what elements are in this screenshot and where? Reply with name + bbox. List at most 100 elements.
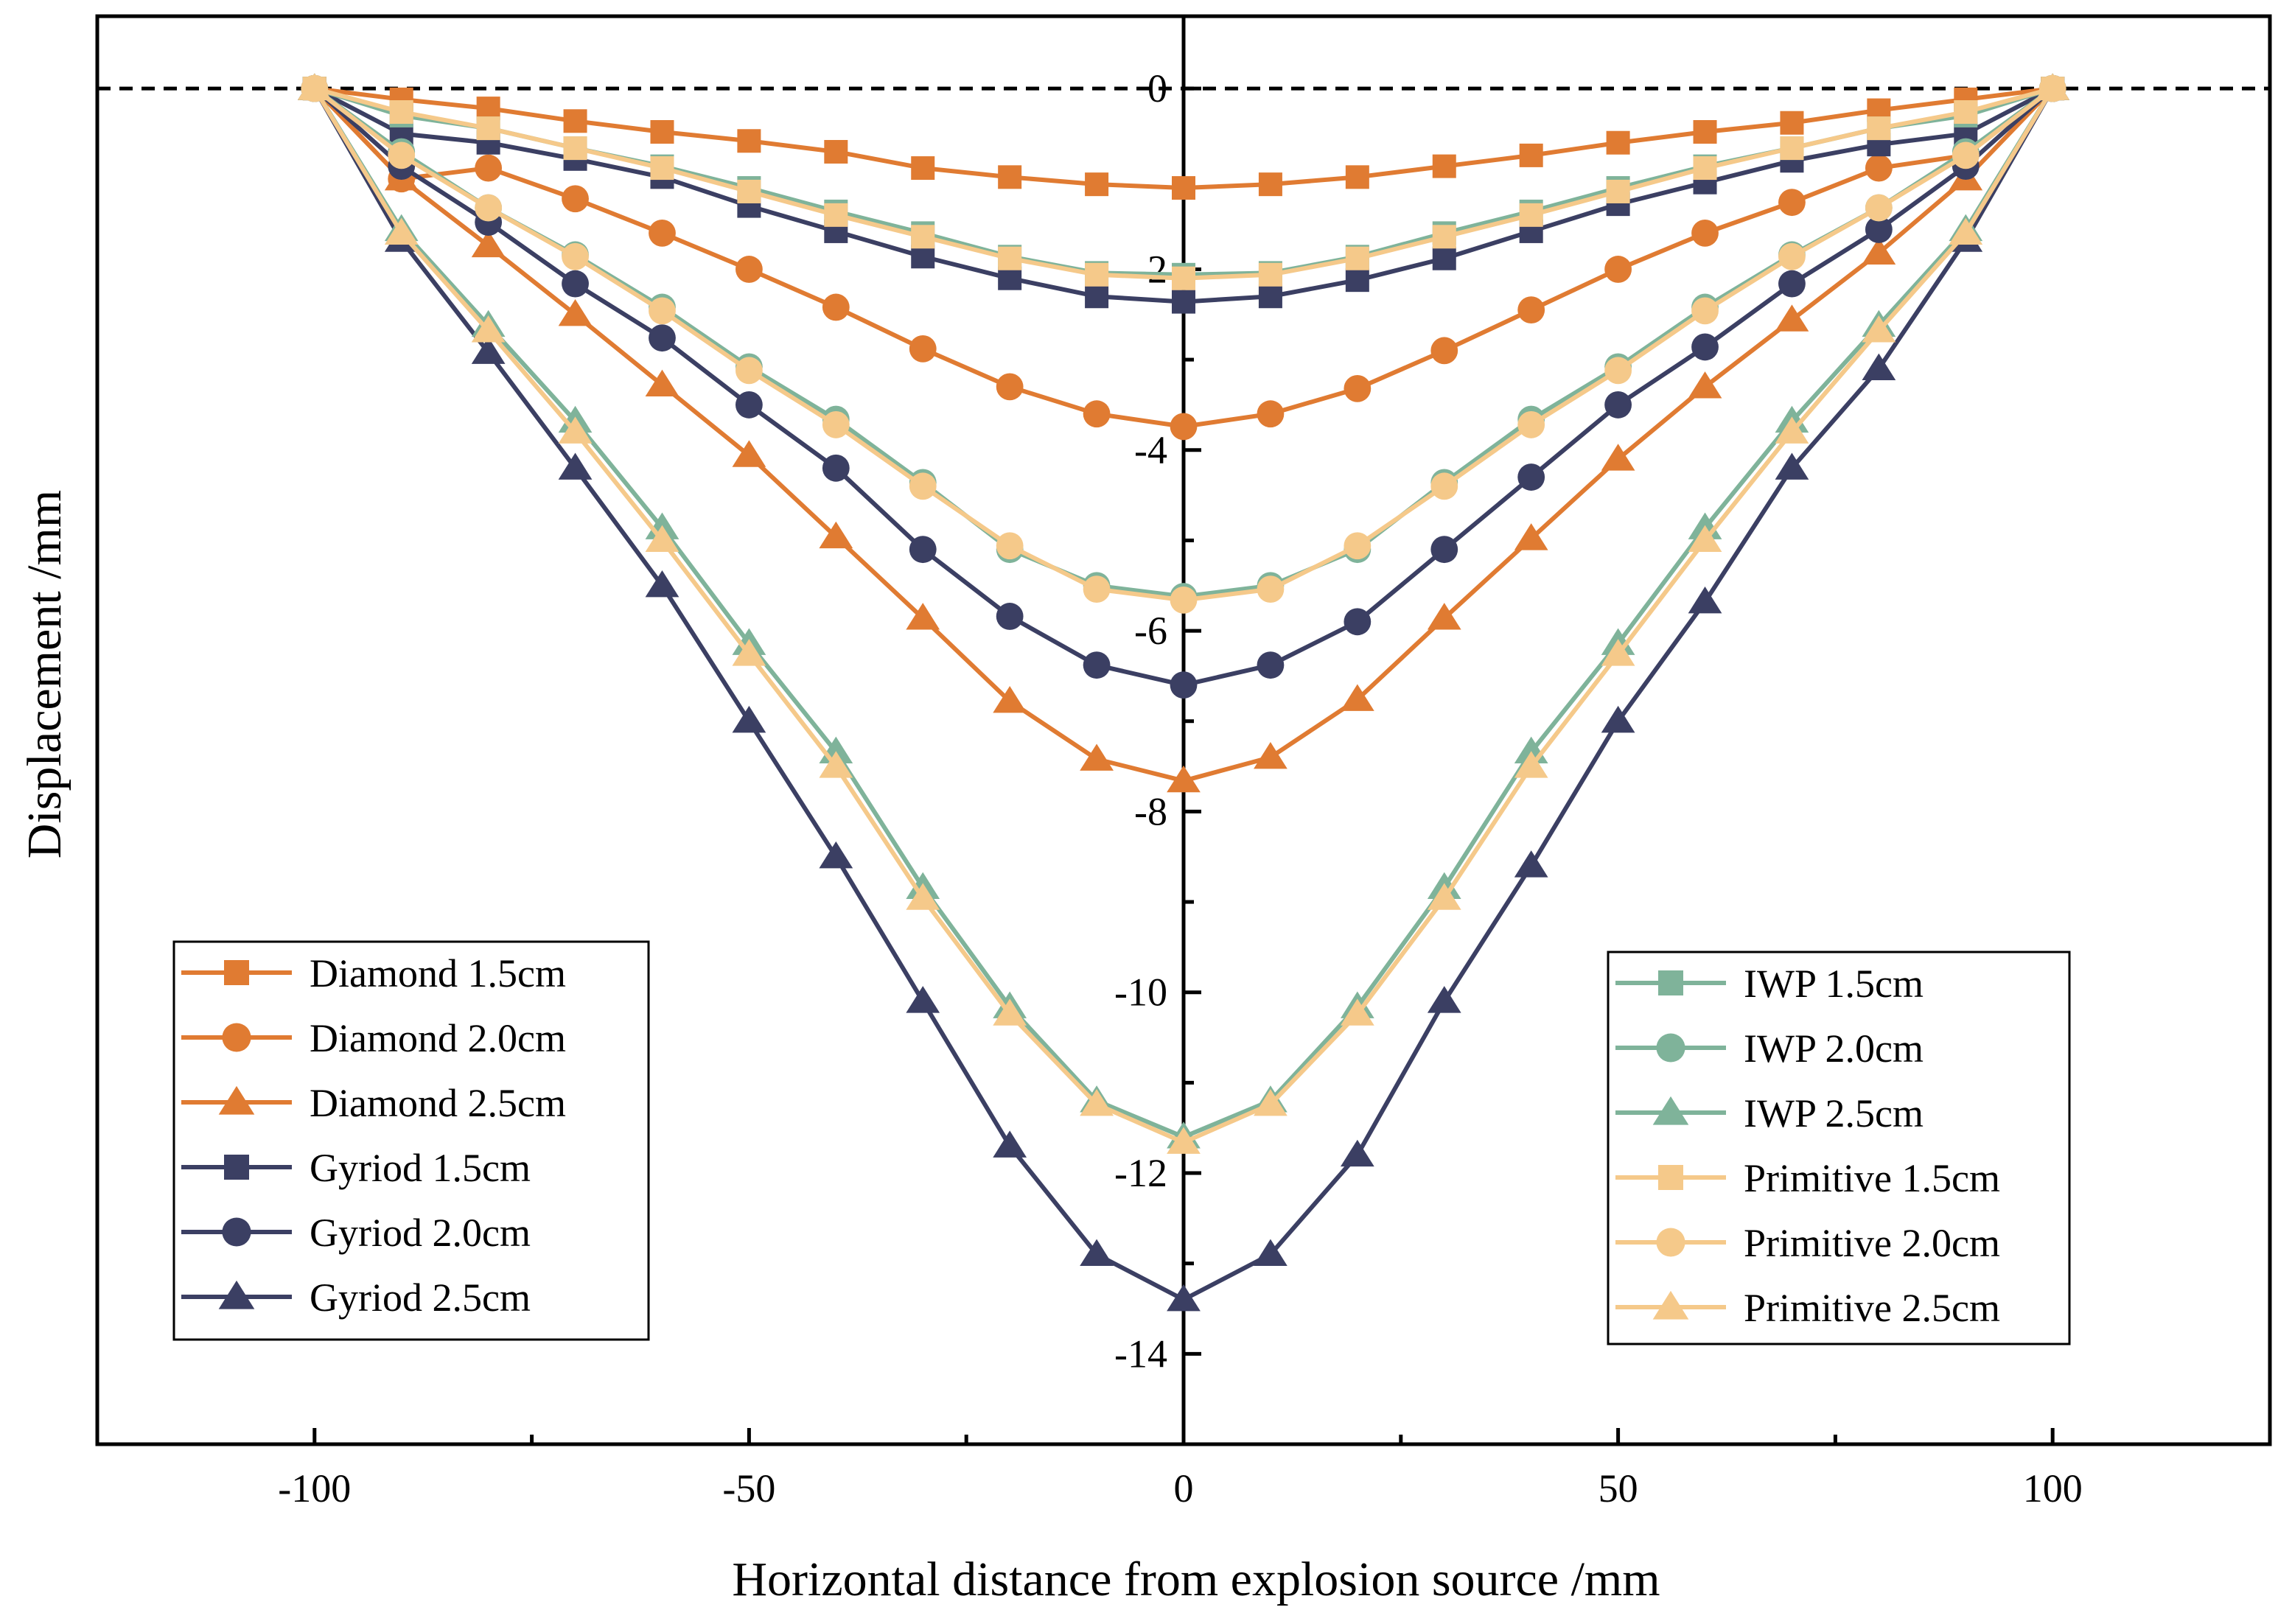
data-point bbox=[1172, 266, 1195, 290]
data-point bbox=[1604, 256, 1632, 283]
data-point bbox=[1257, 400, 1285, 428]
data-point bbox=[1688, 587, 1722, 614]
legend-label: IWP 2.5cm bbox=[1744, 1091, 1924, 1135]
data-point bbox=[1167, 1284, 1201, 1312]
data-point bbox=[1432, 225, 1456, 249]
data-point bbox=[1345, 268, 1369, 293]
data-point bbox=[1083, 651, 1111, 679]
legend-label: Diamond 1.5cm bbox=[310, 951, 566, 995]
data-point bbox=[1085, 172, 1109, 197]
data-point bbox=[1517, 296, 1545, 324]
data-point bbox=[1430, 337, 1458, 365]
legend-marker bbox=[1656, 1033, 1685, 1063]
data-point bbox=[1604, 357, 1632, 385]
data-point bbox=[1952, 141, 1980, 169]
data-point bbox=[1865, 194, 1893, 222]
legend-item: IWP 2.5cm bbox=[1615, 1091, 1924, 1135]
data-point bbox=[1949, 217, 1983, 245]
data-point bbox=[1340, 684, 1374, 711]
data-point bbox=[475, 194, 503, 222]
data-point bbox=[1688, 371, 1722, 399]
data-point bbox=[389, 100, 413, 125]
data-point bbox=[911, 245, 935, 269]
data-point bbox=[906, 603, 940, 630]
legend-label: Primitive 2.0cm bbox=[1744, 1221, 2000, 1265]
legend-item: IWP 1.5cm bbox=[1615, 962, 1924, 1006]
data-point bbox=[1080, 1239, 1114, 1267]
data-point bbox=[1080, 1089, 1114, 1116]
data-point bbox=[297, 73, 332, 100]
data-point bbox=[1167, 1127, 1201, 1154]
legend-label: Diamond 2.5cm bbox=[310, 1081, 566, 1125]
data-point bbox=[1344, 374, 1372, 402]
data-point bbox=[1345, 246, 1369, 270]
data-point bbox=[1167, 765, 1201, 793]
legend-label: IWP 1.5cm bbox=[1744, 962, 1924, 1006]
data-point bbox=[732, 705, 766, 733]
legend-item: Primitive 2.0cm bbox=[1615, 1221, 2000, 1265]
data-point bbox=[1601, 639, 1635, 666]
data-point bbox=[1085, 262, 1109, 287]
data-point bbox=[737, 129, 761, 153]
data-point bbox=[558, 298, 593, 326]
data-point bbox=[906, 986, 940, 1013]
data-point bbox=[1519, 203, 1543, 227]
data-point bbox=[471, 230, 506, 258]
data-point bbox=[1517, 463, 1545, 491]
legend-marker bbox=[222, 1023, 251, 1052]
legend-marker bbox=[222, 1217, 251, 1247]
data-point bbox=[1691, 219, 1719, 247]
data-point bbox=[1430, 536, 1458, 564]
data-point bbox=[1867, 116, 1891, 141]
data-point bbox=[1172, 176, 1195, 200]
legend-marker bbox=[1658, 970, 1683, 995]
series-diamond-2-5cm bbox=[297, 73, 2070, 793]
data-point bbox=[1432, 154, 1456, 178]
data-point bbox=[1427, 603, 1461, 630]
data-point bbox=[996, 373, 1024, 401]
data-point bbox=[645, 369, 679, 397]
data-point bbox=[911, 156, 935, 181]
data-point bbox=[998, 246, 1022, 270]
series-primitive-2-5cm bbox=[297, 73, 2070, 1154]
legend-label: Gyriod 1.5cm bbox=[310, 1146, 531, 1190]
data-point bbox=[1780, 136, 1804, 161]
legend-right: IWP 1.5cm IWP 2.0cm IWP 2.5cm Primitive 1.5… bbox=[1607, 951, 2071, 1345]
data-point bbox=[732, 440, 766, 467]
data-point bbox=[1083, 400, 1111, 428]
y-tick-label: 0 bbox=[1147, 66, 1167, 111]
data-point bbox=[1517, 411, 1545, 438]
legend-label: Gyriod 2.5cm bbox=[310, 1275, 531, 1320]
legend-marker bbox=[224, 1155, 249, 1180]
data-point bbox=[1691, 333, 1719, 361]
data-point bbox=[645, 570, 679, 598]
data-point bbox=[650, 156, 674, 181]
legend-item: IWP 2.0cm bbox=[1615, 1026, 1924, 1071]
legend-label: Primitive 1.5cm bbox=[1744, 1156, 2000, 1200]
data-point bbox=[1254, 741, 1287, 769]
data-point bbox=[1080, 743, 1114, 771]
legend-marker bbox=[218, 1085, 255, 1115]
data-point bbox=[1862, 315, 1896, 343]
data-point bbox=[1514, 850, 1548, 878]
data-point bbox=[649, 297, 676, 325]
data-point bbox=[1254, 1239, 1287, 1267]
data-point bbox=[909, 335, 937, 363]
data-point bbox=[998, 266, 1022, 290]
data-point bbox=[909, 472, 937, 500]
data-point bbox=[1693, 156, 1717, 181]
y-tick-label: -4 bbox=[1134, 428, 1167, 472]
data-point bbox=[1688, 525, 1722, 553]
data-point bbox=[736, 357, 763, 385]
data-point bbox=[475, 154, 503, 182]
data-point bbox=[1780, 111, 1804, 135]
data-point bbox=[558, 452, 593, 480]
data-point bbox=[996, 532, 1024, 560]
legend-item: Gyriod 2.5cm bbox=[181, 1275, 531, 1320]
data-point bbox=[1862, 353, 1896, 380]
data-point bbox=[562, 270, 589, 298]
data-point bbox=[1170, 671, 1198, 699]
y-axis-title: Displacement /mm bbox=[18, 490, 71, 858]
data-point bbox=[993, 685, 1027, 713]
